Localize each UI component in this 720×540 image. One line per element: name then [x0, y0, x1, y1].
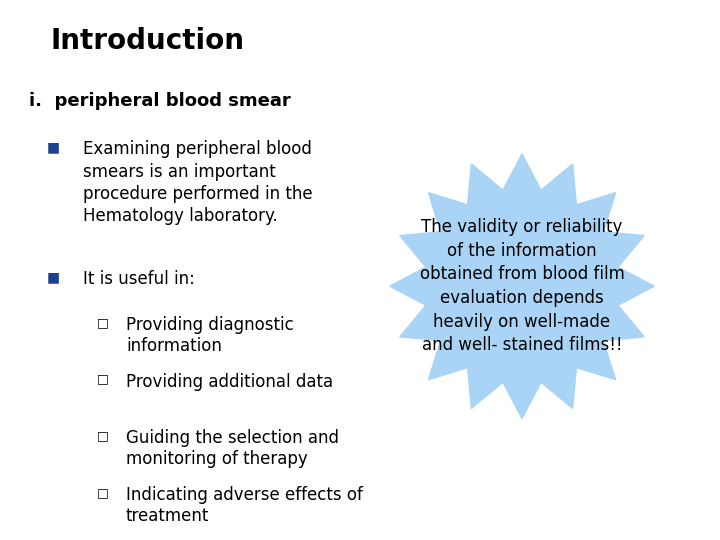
Text: ■: ■	[47, 140, 60, 154]
Text: □: □	[97, 373, 109, 386]
Text: It is useful in:: It is useful in:	[83, 270, 194, 288]
Text: □: □	[97, 486, 109, 499]
Text: Providing additional data: Providing additional data	[126, 373, 333, 390]
Text: Indicating adverse effects of
treatment: Indicating adverse effects of treatment	[126, 486, 363, 525]
Text: □: □	[97, 429, 109, 442]
Text: The validity or reliability
of the information
obtained from blood film
evaluati: The validity or reliability of the infor…	[420, 218, 624, 354]
Text: Introduction: Introduction	[50, 27, 244, 55]
Text: ■: ■	[47, 270, 60, 284]
Text: □: □	[97, 316, 109, 329]
Text: Guiding the selection and
monitoring of therapy: Guiding the selection and monitoring of …	[126, 429, 339, 468]
Text: i.  peripheral blood smear: i. peripheral blood smear	[29, 92, 291, 110]
Text: Examining peripheral blood
smears is an important
procedure performed in the
Hem: Examining peripheral blood smears is an …	[83, 140, 312, 225]
Polygon shape	[390, 154, 654, 418]
Text: Providing diagnostic
information: Providing diagnostic information	[126, 316, 294, 355]
